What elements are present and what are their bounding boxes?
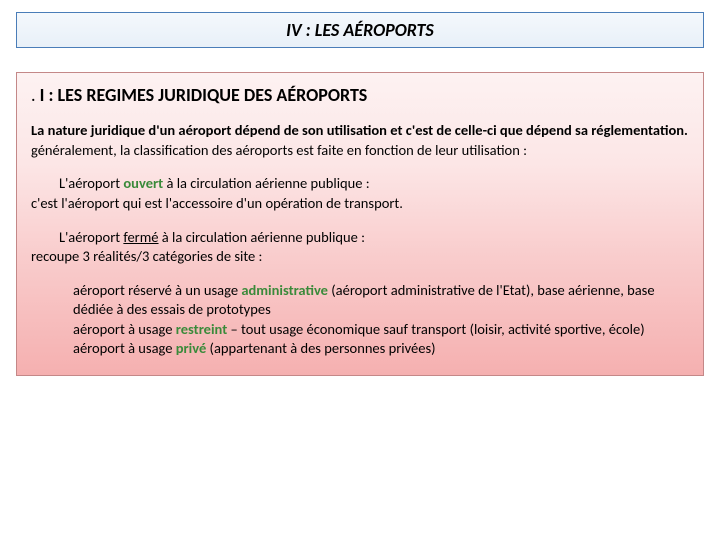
intro-line1: La nature juridique d'un aéroport dépend… — [31, 121, 688, 139]
intro-paragraph: La nature juridique d'un aéroport dépend… — [31, 121, 689, 160]
main-title-box: IV : LES AÉROPORTS — [16, 12, 704, 48]
subtitle-prefix: . — [31, 84, 40, 106]
li2-post: – tout usage économique sauf transport (… — [227, 320, 644, 338]
ouvert-post: à la circulation aérienne publique : — [163, 174, 369, 192]
ferme-keyword: fermé — [123, 228, 158, 246]
ouvert-line2: c'est l'aéroport qui est l'accessoire d'… — [31, 194, 403, 212]
li2-keyword: restreint — [176, 320, 227, 338]
li3-pre: aéroport à usage — [73, 339, 176, 357]
list-item: aéroport réservé à un usage administrati… — [73, 281, 689, 320]
ferme-paragraph: L'aéroport fermé à la circulation aérien… — [31, 228, 689, 267]
intro-line2: généralement, la classification des aéro… — [31, 141, 527, 159]
ferme-line2: recoupe 3 réalités/3 catégories de site … — [31, 247, 262, 265]
ouvert-paragraph: L'aéroport ouvert à la circulation aérie… — [31, 174, 689, 213]
content-panel: . I : LES REGIMES JURIDIQUE DES AÉROPORT… — [16, 72, 704, 376]
li1-pre: aéroport réservé à un usage — [73, 281, 241, 299]
ouvert-pre: L'aéroport — [59, 174, 123, 192]
main-title: IV : LES AÉROPORTS — [286, 19, 434, 41]
ferme-post: à la circulation aérienne publique : — [159, 228, 365, 246]
ferme-pre: L'aéroport — [59, 228, 123, 246]
subtitle-text: I : LES REGIMES JURIDIQUE DES AÉROPORTS — [40, 84, 368, 106]
ouvert-keyword: ouvert — [123, 174, 163, 192]
list-item: aéroport à usage privé (appartenant à de… — [73, 339, 689, 359]
li2-pre: aéroport à usage — [73, 320, 176, 338]
li1-keyword: administrative — [241, 281, 328, 299]
section-subtitle: . I : LES REGIMES JURIDIQUE DES AÉROPORT… — [31, 83, 689, 107]
list-item: aéroport à usage restreint – tout usage … — [73, 320, 689, 340]
li3-post: (appartenant à des personnes privées) — [206, 339, 435, 357]
li3-keyword: privé — [176, 339, 207, 357]
category-list: aéroport réservé à un usage administrati… — [31, 281, 689, 359]
